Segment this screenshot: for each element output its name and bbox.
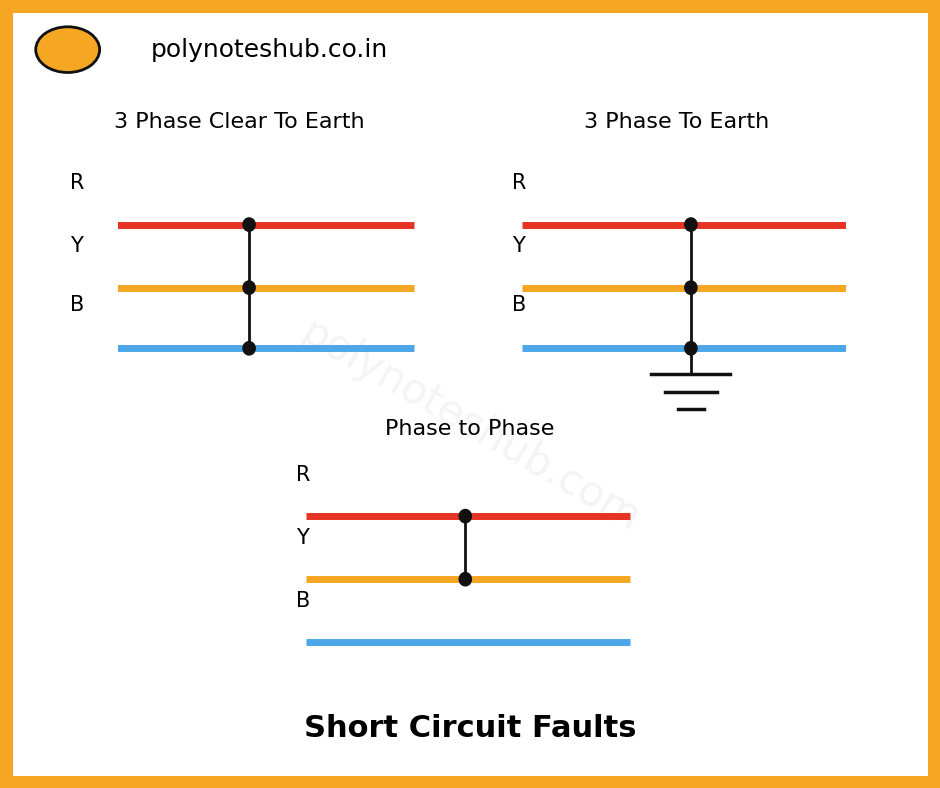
Text: 🎓: 🎓: [66, 31, 71, 40]
Text: Y: Y: [296, 528, 309, 548]
Text: R: R: [512, 173, 526, 193]
Text: Y: Y: [70, 236, 84, 256]
Text: 3 Phase Clear To Earth: 3 Phase Clear To Earth: [115, 112, 365, 132]
Text: Y: Y: [512, 236, 525, 256]
Text: 3 Phase To Earth: 3 Phase To Earth: [584, 112, 770, 132]
Text: R: R: [296, 465, 310, 485]
Text: polynoteshub.co.in: polynoteshub.co.in: [150, 38, 387, 61]
Text: B: B: [296, 591, 310, 611]
Text: B: B: [70, 296, 85, 315]
Text: polynoteshub.com: polynoteshub.com: [293, 311, 647, 540]
Text: Phase to Phase: Phase to Phase: [385, 419, 555, 440]
Text: Short Circuit Faults: Short Circuit Faults: [304, 715, 636, 743]
Text: R: R: [70, 173, 85, 193]
Text: B: B: [512, 296, 526, 315]
Text: PNH: PNH: [53, 39, 83, 52]
